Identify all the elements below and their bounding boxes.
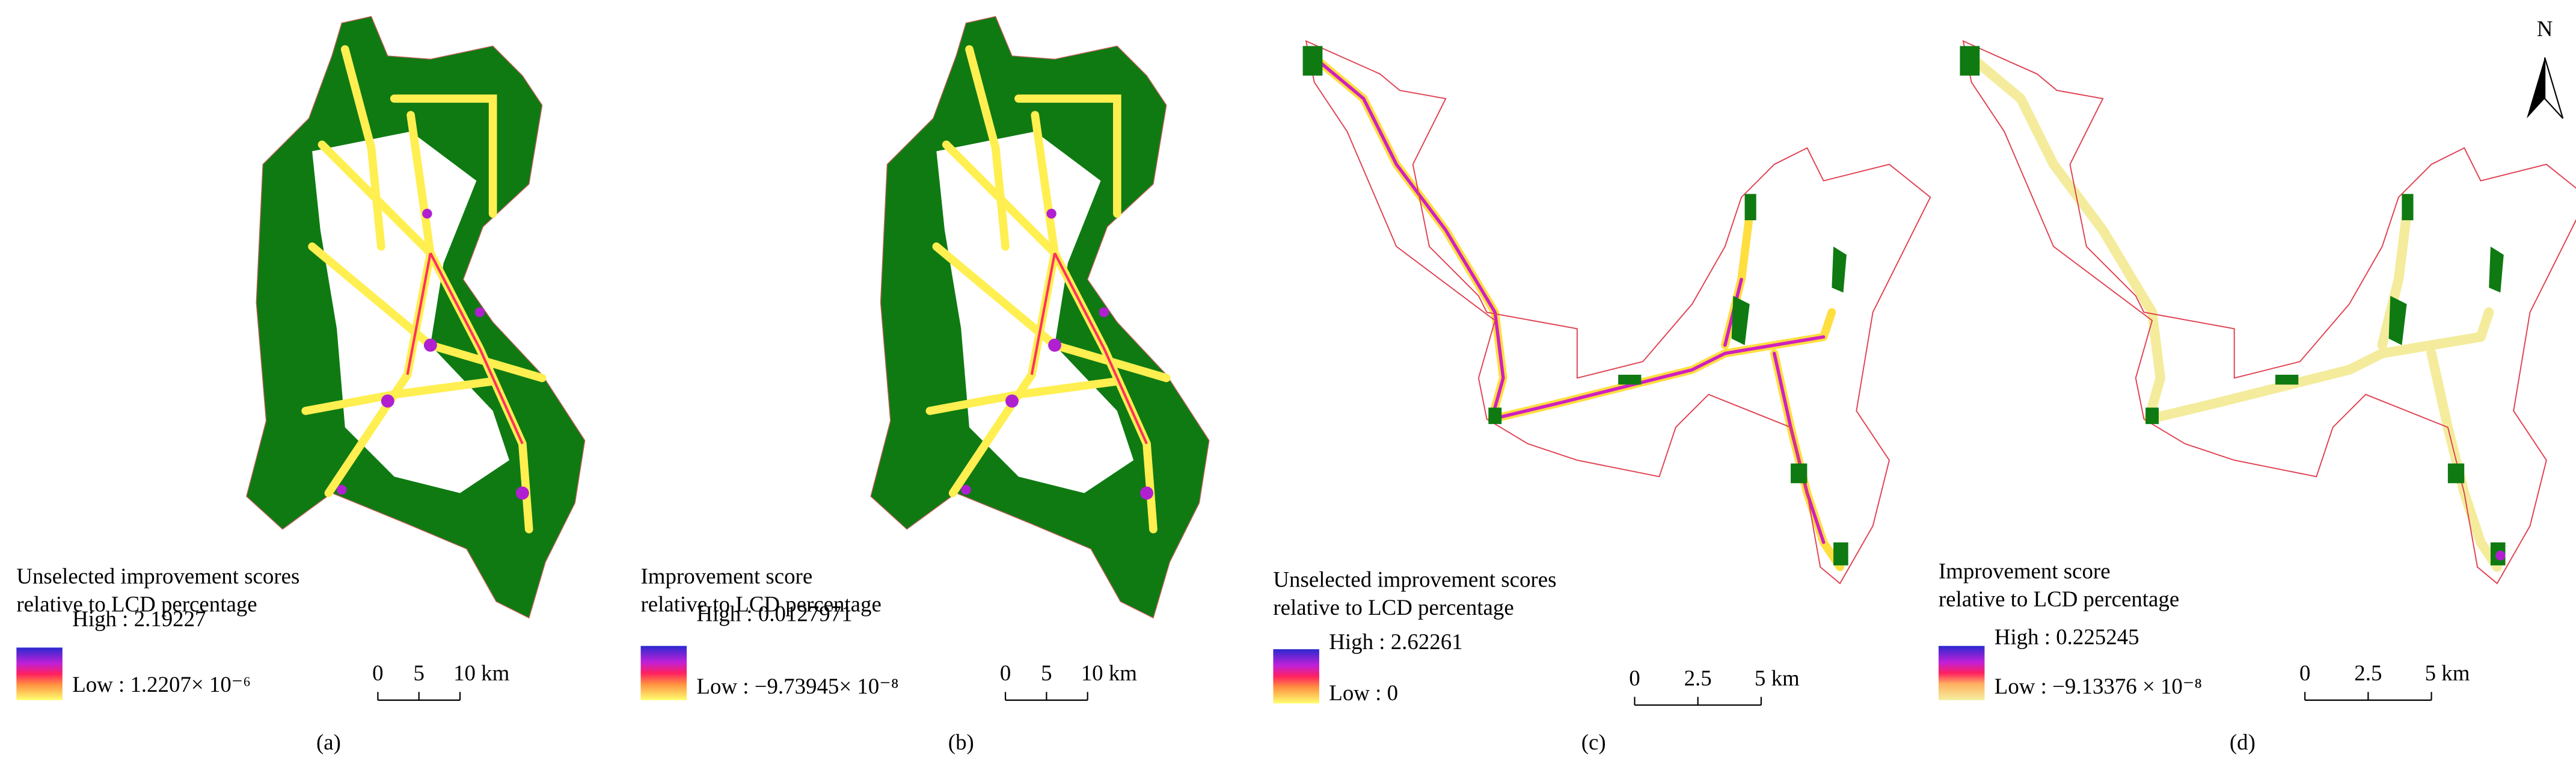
legend-high: High : 0.225245 — [1995, 624, 2139, 649]
scale-label: 0 — [2299, 661, 2310, 685]
legend-title: Unselected improvement scores — [1273, 567, 1556, 591]
legend-high: High : 2.19227 — [72, 606, 206, 631]
legend-title: relative to LCD percentage — [16, 591, 257, 616]
legend-high: High : 2.62261 — [1329, 629, 1462, 654]
legend-low: Low : 1.2207× 10⁻⁶ — [72, 672, 251, 697]
map-c — [1302, 40, 1931, 585]
scale-label: 10 km — [1081, 661, 1138, 685]
legend-title: relative to LCD percentage — [1939, 587, 2179, 611]
legend-low: Low : −9.13376 × 10⁻⁸ — [1995, 674, 2202, 698]
legend-title: Improvement score — [1939, 559, 2111, 584]
legend-low: Low : −9.73945× 10⁻⁸ — [696, 674, 898, 698]
map-a — [247, 16, 585, 618]
scale-label: 2.5 — [1684, 665, 1712, 690]
legend-low: Low : 0 — [1329, 680, 1398, 705]
north-arrow: N — [2527, 16, 2564, 119]
scale-label: 5 — [1041, 661, 1052, 685]
panel-label: (d) — [2230, 730, 2256, 755]
color-ramp — [1938, 645, 1985, 700]
north-label: N — [2537, 16, 2553, 41]
scale-label: 0 — [372, 661, 383, 685]
map-d — [1959, 40, 2576, 585]
panel-label: (a) — [316, 730, 341, 755]
legend-title: Improvement score — [641, 564, 813, 588]
scale-label: 0 — [1000, 661, 1011, 685]
legend-high: High : 0.0127971 — [696, 602, 852, 626]
legend-title: Unselected improvement scores — [16, 564, 299, 588]
scale-label: 2.5 — [2354, 661, 2382, 685]
map-b — [871, 16, 1209, 618]
panel-label: (b) — [948, 730, 974, 755]
color-ramp — [16, 647, 63, 700]
scale-label: 5 — [413, 661, 424, 685]
scale-label: 5 km — [2425, 661, 2470, 685]
panel-label: (c) — [1581, 730, 1606, 755]
color-ramp — [640, 645, 687, 700]
legend-title: relative to LCD percentage — [641, 591, 882, 616]
scale-label: 0 — [1629, 665, 1640, 690]
color-ramp — [1273, 649, 1319, 704]
scale-label: 5 km — [1755, 665, 1800, 690]
scale-label: 10 km — [453, 661, 510, 685]
legend-title: relative to LCD percentage — [1273, 595, 1513, 620]
